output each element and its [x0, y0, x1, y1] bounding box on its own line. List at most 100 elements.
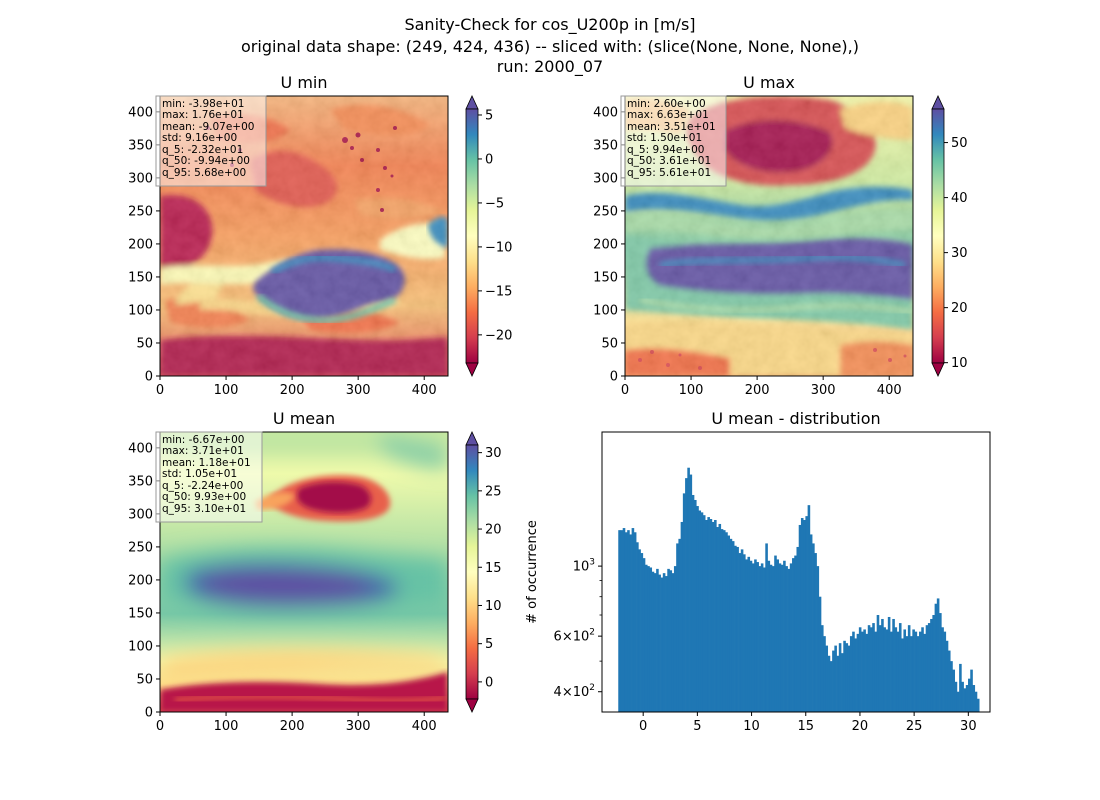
- u-min-stats-box: min: -3.98e+01 max: 1.76e+01 mean: -9.07…: [155, 95, 267, 187]
- histogram-bar: [711, 521, 715, 712]
- u-mean-xtick-label: 200: [280, 719, 305, 734]
- u-mean-stat-line: mean: 1.18e+01: [162, 457, 251, 469]
- u-min-colorbar-tick-label: 0: [485, 152, 493, 167]
- histogram-bar: [952, 669, 956, 712]
- u-max-xtick-label: 300: [811, 383, 836, 398]
- histogram-bar: [823, 636, 826, 712]
- u-max-colorbar-tick-label: 20: [951, 301, 968, 316]
- u-mean-stat-line: q_5: -2.24e+00: [162, 480, 243, 492]
- u-mean-stats-box: min: -6.67e+00 max: 3.71e+01 mean: 1.18e…: [155, 431, 263, 523]
- histogram-bar: [874, 631, 878, 712]
- histogram-bar: [707, 517, 710, 712]
- histogram-bar: [638, 549, 641, 712]
- histogram-bar: [816, 566, 820, 712]
- u-min-stat-line: q_50: -9.94e+00: [162, 155, 250, 167]
- histogram-bar: [754, 559, 757, 712]
- u-mean-stat-line: q_95: 3.10e+01: [162, 503, 246, 515]
- histogram-bar: [787, 568, 791, 712]
- histogram-bar: [968, 678, 971, 712]
- histogram-bar: [914, 631, 918, 712]
- histogram-xtick-label: 10: [743, 719, 760, 734]
- histogram-bar: [943, 631, 947, 712]
- u-max-stat-line: q_5: 9.94e+00: [627, 144, 704, 156]
- histogram-bar: [714, 519, 717, 712]
- histogram-bar: [832, 650, 835, 712]
- u-max-colorbar-extend-top: [931, 95, 945, 110]
- u-max-xtick-label: 0: [621, 383, 629, 398]
- histogram-bar: [956, 691, 960, 712]
- histogram-xtick-label: 5: [693, 719, 701, 734]
- histogram-bar: [954, 681, 958, 712]
- panel-u-min-title: U min: [281, 73, 328, 92]
- histogram-bar: [818, 596, 822, 712]
- histogram-bar: [905, 636, 909, 712]
- u-max-stat-line: mean: 3.51e+01: [627, 121, 716, 133]
- histogram-bar: [705, 519, 708, 712]
- u-min-stat-line: min: -3.98e+01: [162, 98, 244, 110]
- histogram-bar: [756, 562, 759, 712]
- u-mean-colorbar: 30 25 20 15 10 5 0: [465, 431, 502, 713]
- histogram-bar: [736, 546, 739, 712]
- histogram-bar: [812, 543, 815, 712]
- u-mean-colorbar-tick-label: 25: [485, 484, 502, 499]
- u-max-stats-box: min: 2.60e+00 max: 6.63e+01 mean: 3.51e+…: [620, 95, 727, 187]
- panel-u-min: U min: [128, 73, 512, 398]
- histogram-bar: [758, 566, 762, 712]
- u-mean-stat-line: max: 3.71e+01: [162, 445, 244, 457]
- histogram-bar: [974, 691, 978, 712]
- u-min-ytick-label: 200: [128, 237, 153, 252]
- histogram-bar: [849, 636, 853, 712]
- u-max-stat-line: std: 1.50e+01: [627, 132, 702, 144]
- u-min-stat-line: q_5: -2.32e+01: [162, 144, 243, 156]
- histogram-bar: [765, 543, 768, 712]
- histogram-bar: [644, 564, 648, 712]
- histogram-bar: [740, 549, 744, 712]
- histogram-bar: [829, 661, 833, 712]
- histogram-bar: [689, 474, 693, 712]
- u-min-ytick-label: 50: [136, 336, 153, 351]
- histogram-bar: [647, 566, 650, 712]
- histogram-bar: [738, 553, 742, 712]
- histogram-bar: [925, 625, 929, 712]
- histogram-frame: [601, 431, 991, 713]
- histogram-bar: [789, 563, 793, 712]
- u-max-colorbar-tick-label: 50: [951, 136, 968, 151]
- histogram-bar: [970, 669, 973, 712]
- histogram-bar: [620, 530, 624, 712]
- histogram-bar: [780, 564, 784, 712]
- histogram-bar: [671, 573, 675, 712]
- histogram-bar: [696, 506, 699, 712]
- u-max-xticks: 0 100 200 300 400: [621, 376, 902, 398]
- u-min-colorbar-tick-label: −20: [485, 328, 512, 343]
- histogram-xtick-label: 15: [797, 719, 814, 734]
- histogram-bar: [896, 631, 900, 712]
- u-mean-xtick-label: 0: [156, 719, 164, 734]
- histogram-bar: [923, 633, 927, 712]
- panel-u-max: U max: [593, 73, 967, 398]
- histogram-bar: [660, 577, 664, 712]
- u-min-ytick-label: 400: [128, 105, 153, 120]
- histogram-bar: [694, 499, 697, 712]
- histogram-bar: [669, 570, 673, 712]
- u-mean-xticks: 0 100 200 300 400: [156, 712, 437, 734]
- u-min-stat-line: max: 1.76e+01: [162, 109, 244, 121]
- histogram-bar: [910, 636, 913, 712]
- u-mean-stat-line: min: -6.67e+00: [162, 434, 244, 446]
- histogram-bar: [745, 559, 748, 712]
- histogram-bar: [642, 558, 646, 712]
- u-mean-colorbar-body: [465, 444, 479, 700]
- u-mean-colorbar-tick-label: 0: [485, 675, 493, 690]
- u-mean-xtick-label: 100: [214, 719, 239, 734]
- u-mean-ytick-label: 400: [128, 441, 153, 456]
- histogram-bar: [972, 685, 976, 712]
- u-min-ytick-label: 100: [128, 303, 153, 318]
- histogram-bar: [841, 653, 844, 712]
- histogram-bar: [930, 618, 933, 712]
- histogram-bar: [774, 555, 777, 712]
- histogram-bar: [927, 623, 931, 712]
- panel-u-mean-distribution: U mean - distribution 0 5 10 15 20 25 30 4×102…: [525, 409, 991, 734]
- histogram-bar: [916, 636, 920, 712]
- u-min-ytick-label: 250: [128, 204, 153, 219]
- histogram-bar: [709, 519, 713, 712]
